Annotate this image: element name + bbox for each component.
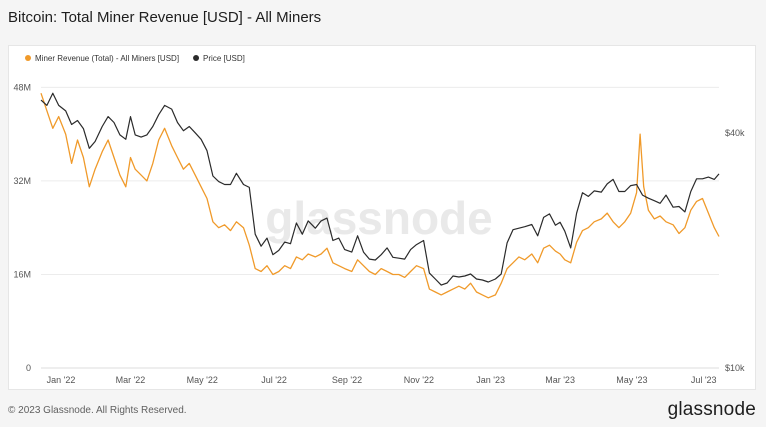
series-line-revenue[interactable] — [40, 92, 720, 299]
y-left-tick-label: 48M — [13, 82, 31, 92]
page-title: Bitcoin: Total Miner Revenue [USD] - All… — [8, 9, 322, 26]
x-tick-label: Mar '23 — [545, 375, 575, 385]
x-tick-label: Jul '22 — [261, 375, 287, 385]
watermark: glassnode — [265, 192, 493, 244]
y-axis-right: $10k $40k — [725, 128, 745, 373]
x-tick-label: May '22 — [187, 375, 218, 385]
x-tick-label: Jul '23 — [691, 375, 717, 385]
series-group — [40, 92, 720, 299]
x-tick-label: Jan '23 — [476, 375, 505, 385]
y-left-tick-label: 32M — [13, 176, 31, 186]
y-left-tick-label: 16M — [13, 269, 31, 279]
x-tick-label: Jan '22 — [47, 375, 76, 385]
y-axis-left: 0 16M 32M 48M — [13, 82, 31, 373]
x-axis: Jan '22 Mar '22 May '22 Jul '22 Sep '22 Nov '… — [41, 367, 719, 385]
legend: Miner Revenue (Total) - All Miners [USD]… — [25, 54, 245, 63]
chart[interactable]: Miner Revenue (Total) - All Miners [USD]… — [9, 46, 755, 389]
y-right-tick-label: $40k — [725, 128, 745, 138]
x-tick-label: Sep '22 — [332, 375, 362, 385]
x-tick-label: May '23 — [616, 375, 647, 385]
legend-label[interactable]: Price [USD] — [203, 54, 245, 63]
y-left-tick-label: 0 — [26, 363, 31, 373]
y-right-tick-label: $10k — [725, 363, 745, 373]
x-tick-label: Nov '22 — [404, 375, 434, 385]
legend-marker — [25, 55, 31, 61]
chart-card: Miner Revenue (Total) - All Miners [USD]… — [8, 45, 756, 390]
series-line-price[interactable] — [40, 92, 720, 286]
legend-label[interactable]: Miner Revenue (Total) - All Miners [USD] — [35, 54, 179, 63]
brand-logo[interactable]: glassnode — [667, 399, 756, 420]
x-tick-label: Mar '22 — [116, 375, 146, 385]
copyright: © 2023 Glassnode. All Rights Reserved. — [8, 405, 187, 416]
legend-marker — [193, 55, 200, 61]
